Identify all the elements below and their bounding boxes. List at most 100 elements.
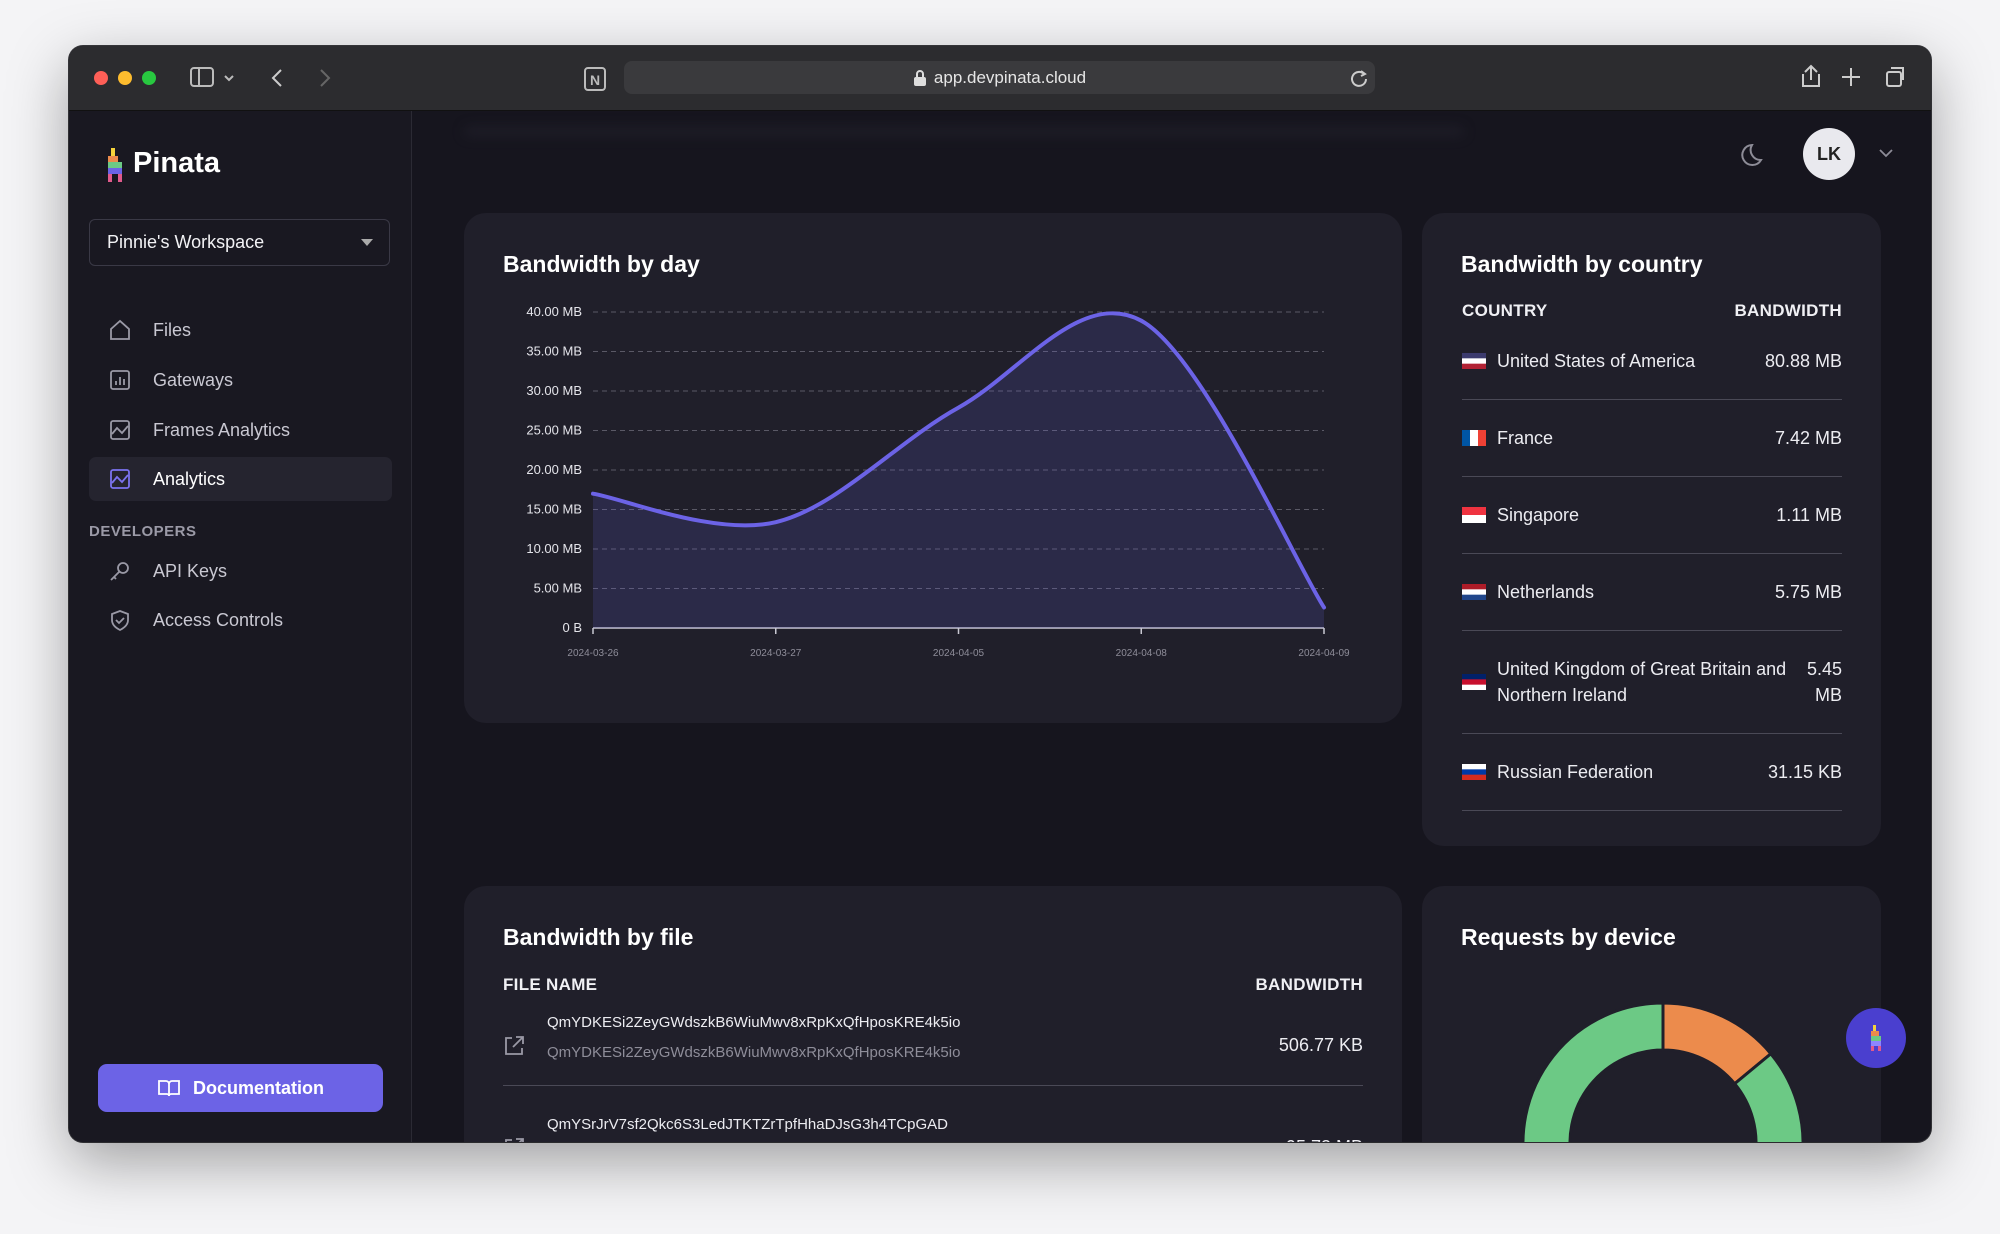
flag-stripe xyxy=(1462,507,1486,516)
country-row: United Kingdom of Great Britain and Nort… xyxy=(1462,631,1842,734)
nav-icon xyxy=(110,420,130,440)
reload-icon[interactable] xyxy=(1349,68,1369,88)
zoom-button[interactable] xyxy=(142,71,156,85)
nav-item[interactable]: API Keys xyxy=(89,549,392,593)
logo-icon xyxy=(108,148,122,182)
x-tick-label: 2024-04-05 xyxy=(933,648,985,659)
logo: Pinata xyxy=(133,147,221,179)
x-tick-label: 2024-03-26 xyxy=(567,648,619,659)
file-table: QmYDKESi2ZeyGWdszkB6WiuMwv8xRpKxQfHposKR… xyxy=(503,1006,1363,1142)
y-tick-label: 20.00 MB xyxy=(526,462,582,477)
country-bandwidth: 5.45 MB xyxy=(1806,659,1842,705)
avatar-initials: LK xyxy=(1817,143,1841,164)
nav-item[interactable]: Gateways xyxy=(89,358,392,402)
file-name: QmYSrJrV7sf2Qkc6S3LedJTKTZrTpfHhaDJsG3h4… xyxy=(547,1116,948,1133)
url-text: app.devpinata.cloud xyxy=(933,67,1087,87)
help-button[interactable] xyxy=(1846,1008,1906,1068)
sidebar: Pinata Pinnie's Workspace Files Gateways… xyxy=(69,111,412,1142)
country-row: Netherlands 5.75 MB xyxy=(1462,554,1842,631)
dropdown-caret xyxy=(361,239,373,246)
card-title: Bandwidth by file xyxy=(503,924,694,950)
x-tick-label: 2024-04-08 xyxy=(1116,648,1168,659)
flag-stripe xyxy=(1462,430,1470,446)
address-bar[interactable]: app.devpinata.cloud xyxy=(624,61,1375,94)
card-title: Requests by device xyxy=(1461,924,1676,950)
nav-icon xyxy=(110,370,130,390)
flag-icon xyxy=(1462,430,1486,446)
flag-stripe xyxy=(1462,769,1486,776)
minimize-button[interactable] xyxy=(118,71,132,85)
country-name: United Kingdom of Great Britain and Nort… xyxy=(1497,659,1787,705)
nav-item[interactable]: Files xyxy=(89,308,392,352)
nav-icon xyxy=(110,562,129,581)
flag-icon xyxy=(1462,507,1486,523)
blurred-header xyxy=(464,126,1464,136)
donut-chart xyxy=(1521,1001,1805,1142)
country-bandwidth: 80.88 MB xyxy=(1764,351,1842,371)
country-name: Singapore xyxy=(1497,505,1580,525)
flag-stripe xyxy=(1462,594,1486,600)
country-row: United States of America 80.88 MB xyxy=(1462,323,1842,400)
svg-text:N: N xyxy=(590,72,600,88)
workspace-name: Pinnie's Workspace xyxy=(107,232,265,252)
sidebar-toggle[interactable] xyxy=(189,66,249,90)
external-link-icon xyxy=(505,1036,524,1055)
column-header: BANDWIDTH xyxy=(1734,301,1842,320)
nav-item[interactable]: Access Controls xyxy=(89,598,392,642)
flag-stripe xyxy=(1462,674,1486,680)
y-tick-label: 0 B xyxy=(562,620,582,635)
country-bandwidth: 31.15 KB xyxy=(1767,762,1842,782)
line-chart: 0 B 5.00 MB 10.00 MB 15.00 MB 20.00 MB 25.00 … xyxy=(526,304,1350,659)
x-tick-label: 2024-04-09 xyxy=(1298,648,1350,659)
close-button[interactable] xyxy=(94,71,108,85)
country-table: United States of America 80.88 MB France 7.… xyxy=(1462,323,1842,811)
requests-by-device-card: Requests by device xyxy=(1422,886,1881,1142)
account-chevron[interactable] xyxy=(1879,148,1893,158)
flag-stripe xyxy=(1462,764,1486,770)
card-title: Bandwidth by day xyxy=(503,251,700,277)
help-icon xyxy=(1871,1025,1881,1051)
nav-arrows[interactable] xyxy=(269,66,339,90)
nav-item[interactable]: Frames Analytics xyxy=(89,408,392,452)
column-header: FILE NAME xyxy=(503,975,598,994)
flag-stripe xyxy=(1462,515,1486,523)
workspace-select[interactable]: Pinnie's Workspace xyxy=(89,219,390,266)
nav-label: Access Controls xyxy=(153,609,284,630)
country-row: France 7.42 MB xyxy=(1462,400,1842,477)
area xyxy=(593,313,1324,628)
y-tick-label: 5.00 MB xyxy=(534,581,582,596)
y-tick-label: 40.00 MB xyxy=(526,304,582,319)
bandwidth-by-day-card: Bandwidth by day 0 B 5.00 MB 10.00 MB 15.00… xyxy=(464,213,1402,723)
notion-icon[interactable]: N xyxy=(583,66,609,92)
theme-toggle[interactable] xyxy=(1741,142,1769,170)
flag-stripe xyxy=(1462,589,1486,596)
donut-slice xyxy=(1521,1001,1805,1142)
flag-stripe xyxy=(1470,430,1478,446)
flag-stripe xyxy=(1462,774,1486,780)
country-name: France xyxy=(1497,428,1554,448)
country-name: United States of America xyxy=(1497,351,1696,371)
card-title: Bandwidth by country xyxy=(1461,251,1703,277)
button-label: Documentation xyxy=(192,1077,324,1098)
toolbar-icons[interactable] xyxy=(1795,62,1905,92)
section-label: DEVELOPERS xyxy=(89,523,197,540)
flag-icon xyxy=(1462,674,1486,690)
country-name: Russian Federation xyxy=(1497,762,1654,782)
column-header: COUNTRY xyxy=(1462,301,1548,320)
country-name: Netherlands xyxy=(1497,582,1595,602)
flag-icon xyxy=(1462,353,1486,369)
file-bandwidth: 506.77 KB xyxy=(1278,1035,1363,1055)
external-link-icon xyxy=(505,1138,524,1142)
avatar[interactable]: LK xyxy=(1803,128,1855,180)
nav-label: Files xyxy=(153,319,192,340)
flag-stripe xyxy=(1462,363,1486,369)
nav-item-active[interactable]: Analytics xyxy=(89,457,392,501)
country-bandwidth: 1.11 MB xyxy=(1776,505,1842,525)
flag-stripe xyxy=(1462,353,1486,359)
documentation-button[interactable]: Documentation xyxy=(98,1064,383,1112)
browser-window: N app.devpinata.cloud Pinata Pinnie's Wo… xyxy=(69,46,1931,1142)
icon-path xyxy=(505,1036,524,1055)
flag-stripe xyxy=(1462,679,1486,686)
country-row: Singapore 1.11 MB xyxy=(1462,477,1842,554)
